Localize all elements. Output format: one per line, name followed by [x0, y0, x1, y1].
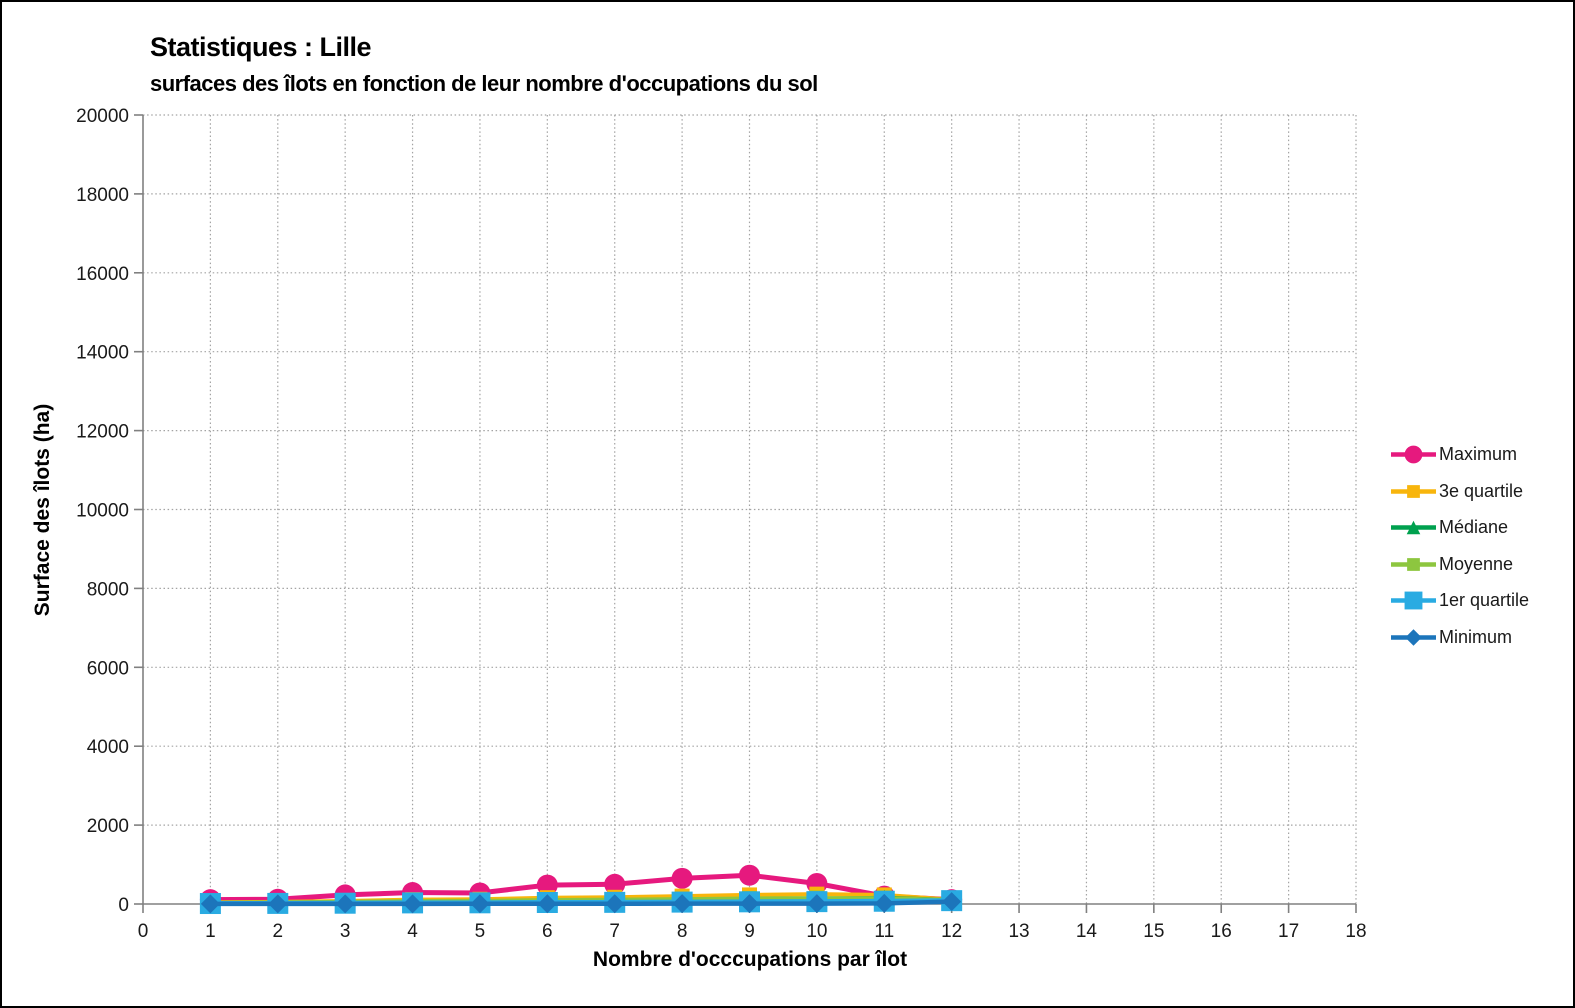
- x-tick-label: 18: [1345, 921, 1366, 942]
- diamond-marker: [672, 894, 692, 914]
- x-tick-label: 4: [407, 921, 418, 942]
- y-tick-label: 16000: [76, 264, 129, 285]
- legend-label: Maximum: [1439, 444, 1518, 464]
- minimum-legend-marker-icon: [1391, 628, 1436, 646]
- x-tick-label: 2: [272, 921, 283, 942]
- maximum-legend-marker-icon: [1391, 445, 1436, 464]
- y-tick-label: 20000: [76, 106, 129, 127]
- x-tick-label: 5: [475, 921, 486, 942]
- x-tick-label: 14: [1076, 921, 1098, 942]
- diamond-marker: [268, 894, 288, 914]
- circle-marker: [671, 867, 693, 889]
- legend-label: 1er quartile: [1439, 590, 1530, 610]
- chart-subtitle: surfaces des îlots en fonction de leur n…: [150, 71, 818, 96]
- x-tick-label: 0: [138, 921, 149, 942]
- legend-label: Minimum: [1439, 626, 1513, 647]
- 3e-quartile-legend-marker-icon: [1391, 484, 1436, 498]
- x-tick-label: 17: [1278, 921, 1299, 942]
- legend-item-moyenne: Moyenne: [1390, 553, 1529, 576]
- x-tick-label: 1: [205, 921, 216, 942]
- x-tick-label: 15: [1143, 921, 1164, 942]
- x-tick-label: 10: [806, 921, 827, 942]
- legend-item-m-diane: Médiane: [1390, 516, 1529, 539]
- 1er-quartile-legend-marker-icon: [1391, 591, 1436, 610]
- diamond-marker: [942, 892, 962, 912]
- y-tick-label: 4000: [87, 737, 129, 758]
- legend-item-maximum: Maximum: [1390, 443, 1529, 466]
- legend-label: Moyenne: [1439, 553, 1514, 574]
- x-tick-label: 7: [609, 921, 620, 942]
- y-tick-label: 8000: [87, 579, 129, 600]
- legend-item-minimum: Minimum: [1390, 626, 1529, 649]
- circle-marker: [604, 873, 626, 895]
- x-tick-label: 12: [941, 921, 962, 942]
- y-tick-label: 10000: [76, 501, 129, 522]
- legend-item-3e-quartile: 3e quartile: [1390, 480, 1529, 503]
- x-tick-label: 8: [677, 921, 688, 942]
- diamond-marker: [537, 894, 557, 914]
- y-tick-label: 0: [118, 895, 129, 916]
- legend-label: Médiane: [1439, 517, 1509, 537]
- triangle-marker: [1406, 520, 1421, 535]
- square-marker: [1407, 557, 1420, 571]
- square-marker: [1407, 484, 1420, 498]
- circle-marker: [739, 864, 760, 886]
- y-tick-label: 2000: [87, 816, 129, 837]
- diamond-marker: [874, 893, 894, 913]
- y-tick-label: 12000: [76, 422, 129, 443]
- diamond-marker: [403, 894, 423, 914]
- y-tick-label: 14000: [76, 343, 129, 364]
- x-tick-label: 11: [874, 921, 894, 942]
- y-tick-label: 18000: [76, 185, 129, 206]
- diamond-marker: [807, 894, 827, 914]
- square-marker: [1404, 591, 1423, 610]
- diamond-marker: [200, 894, 220, 914]
- series-line: [208, 899, 954, 907]
- diamond-marker: [470, 894, 490, 914]
- series-minimum: [200, 892, 962, 914]
- axes: 0200040006000800010000120001400016000180…: [76, 106, 1366, 942]
- legend-item-1er-quartile: 1er quartile: [1390, 589, 1529, 612]
- diamond-marker: [605, 894, 625, 914]
- x-tick-label: 3: [340, 921, 351, 942]
- moyenne-legend-marker-icon: [1391, 557, 1436, 571]
- chart-title: Statistiques : Lille: [150, 32, 372, 62]
- legend: Maximum 3e quartile Médiane Moyenne 1er quar…: [1390, 443, 1529, 649]
- x-tick-label: 6: [542, 921, 553, 942]
- gridlines: [143, 114, 1357, 904]
- diamond-marker: [740, 894, 759, 914]
- series-line: [207, 872, 955, 903]
- x-axis-title: Nombre d'occcupations par îlot: [592, 948, 908, 971]
- circle-marker: [1404, 445, 1423, 464]
- x-tick-label: 13: [1008, 921, 1029, 942]
- y-tick-label: 6000: [87, 658, 129, 679]
- m-diane-legend-marker-icon: [1391, 520, 1436, 535]
- diamond-marker: [335, 894, 355, 914]
- diamond-marker: [1405, 628, 1422, 646]
- x-tick-label: 9: [744, 921, 755, 942]
- x-tick-label: 16: [1211, 921, 1232, 942]
- legend-label: 3e quartile: [1439, 480, 1524, 501]
